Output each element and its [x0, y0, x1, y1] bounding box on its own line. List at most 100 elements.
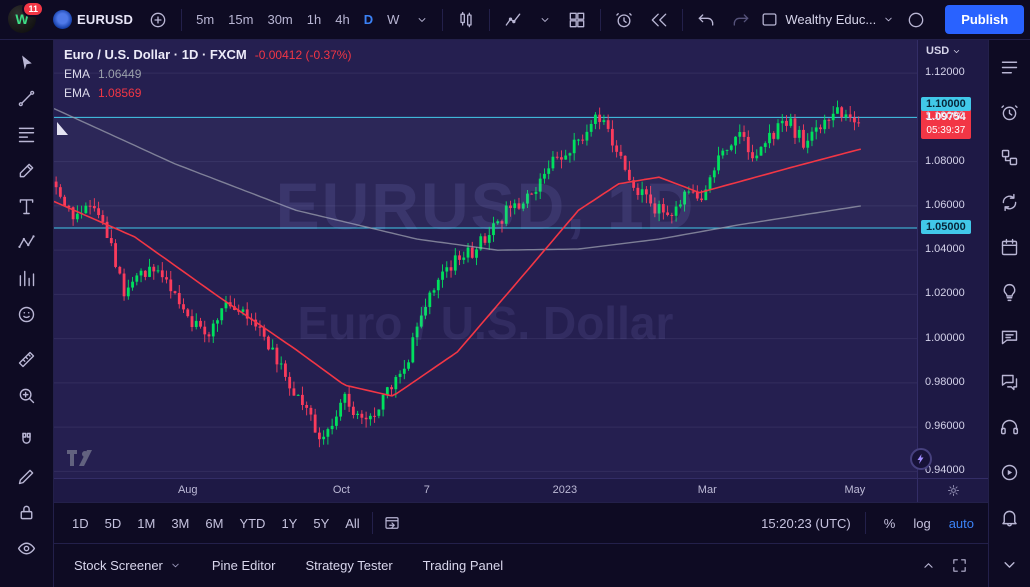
percent-scale-button[interactable]: % — [883, 515, 896, 531]
timeframe-D[interactable]: D — [363, 12, 374, 27]
streams-icon[interactable] — [995, 457, 1025, 487]
range-1y[interactable]: 1Y — [281, 515, 298, 531]
eye-icon[interactable] — [10, 532, 44, 564]
indicators-menu-button[interactable] — [532, 9, 558, 31]
indicator-row[interactable]: EMA 1.06449 — [64, 67, 351, 81]
timeframe-4h[interactable]: 4h — [335, 12, 350, 27]
fib-retracement-icon[interactable] — [10, 118, 44, 150]
time-axis[interactable]: Aug Oct 7 2023 Mar May — [54, 478, 917, 502]
tab-strategy-tester[interactable]: Strategy Tester — [305, 558, 392, 573]
time-axis-label: 7 — [423, 484, 430, 496]
trend-line-icon[interactable] — [10, 82, 44, 114]
lightning-trade-button[interactable] — [910, 448, 932, 470]
xabcd-pattern-icon[interactable] — [10, 226, 44, 258]
time-axis-label: Mar — [697, 484, 717, 496]
undo-button[interactable] — [690, 6, 722, 34]
price-axis[interactable]: USD 1.09754 05:39:37 1.12000 1.10000 1.080… — [917, 40, 988, 478]
top-toolbar: W 11 EURUSD 5m 15m 30m 1h 4h D W — [0, 0, 1030, 40]
cursor-icon[interactable] — [10, 46, 44, 78]
alert-clock-icon[interactable] — [995, 97, 1025, 127]
candlestick-chart[interactable] — [54, 40, 917, 478]
bar-replay-button[interactable] — [643, 6, 675, 34]
plus-circle-icon — [150, 12, 166, 27]
chevron-down-icon — [541, 17, 549, 22]
chart-plot[interactable] — [54, 40, 917, 478]
chart-legend[interactable]: Euro / U.S. Dollar · 1D · FXCM -0.00412 … — [64, 47, 351, 100]
tradingview-logo[interactable] — [66, 448, 96, 468]
currency-selector[interactable]: USD — [926, 45, 962, 57]
tab-trading-panel[interactable]: Trading Panel — [423, 558, 503, 573]
timeframe-5m[interactable]: 5m — [196, 12, 215, 27]
main-row: EURUSD, 1D Euro / U.S. Dollar Euro / U.S… — [0, 40, 1030, 587]
ruler-icon[interactable] — [10, 343, 44, 375]
price-tick: 1.06000 — [925, 198, 965, 211]
emoji-icon[interactable] — [10, 298, 44, 330]
economic-calendar-icon[interactable] — [995, 232, 1025, 262]
time-axis-label: 2023 — [552, 484, 578, 496]
price-tick: 1.08000 — [925, 154, 965, 167]
chat-icon[interactable] — [995, 367, 1025, 397]
zoom-icon[interactable] — [10, 379, 44, 411]
tab-label: Stock Screener — [74, 558, 163, 573]
range-all[interactable]: All — [345, 515, 360, 531]
tab-pine-editor[interactable]: Pine Editor — [212, 558, 276, 573]
maximize-icon — [953, 559, 966, 572]
currency-label: USD — [926, 45, 950, 57]
watchlist-icon[interactable] — [995, 52, 1025, 82]
tab-stock-screener[interactable]: Stock Screener — [74, 558, 182, 573]
draw-icon[interactable] — [10, 460, 44, 492]
maximize-panel-button[interactable] — [951, 557, 968, 574]
help-icon[interactable] — [995, 412, 1025, 442]
compare-add-button[interactable] — [142, 6, 174, 34]
auto-scale-button[interactable]: auto — [948, 515, 974, 531]
notifications-icon[interactable] — [995, 502, 1025, 532]
create-alert-button[interactable] — [608, 6, 640, 34]
text-icon[interactable] — [10, 190, 44, 222]
timeframe-W[interactable]: W — [387, 12, 400, 27]
range-5d[interactable]: 5D — [104, 515, 122, 531]
bar-replay-icon[interactable] — [995, 187, 1025, 217]
range-1d[interactable]: 1D — [72, 515, 89, 531]
indicator-row[interactable]: EMA 1.08569 — [64, 86, 351, 100]
minds-icon[interactable] — [995, 322, 1025, 352]
layout-icon — [762, 13, 777, 26]
undo-icon — [699, 13, 714, 26]
range-ytd[interactable]: YTD — [239, 515, 266, 531]
cloud-status-icon[interactable] — [900, 6, 932, 34]
axis-settings-button[interactable] — [917, 478, 988, 502]
object-tree-icon[interactable] — [995, 142, 1025, 172]
brush-icon[interactable] — [10, 154, 44, 186]
timeframe-30m[interactable]: 30m — [267, 12, 293, 27]
symbol-search-button[interactable]: EURUSD — [47, 6, 139, 33]
redo-button[interactable] — [725, 6, 757, 34]
chart-type-button[interactable] — [450, 6, 482, 34]
lock-icon[interactable] — [10, 496, 44, 528]
price-tick: 1.00000 — [925, 331, 965, 344]
timeframe-menu-button[interactable] — [409, 9, 435, 31]
separator — [371, 512, 373, 534]
go-to-date-button[interactable] — [377, 512, 407, 534]
timeframe-15m[interactable]: 15m — [228, 12, 254, 27]
range-6m[interactable]: 6M — [205, 515, 224, 531]
indicators-button[interactable] — [497, 6, 529, 34]
forecast-icon[interactable] — [10, 262, 44, 294]
range-3m[interactable]: 3M — [171, 515, 190, 531]
chevron-up-icon — [924, 563, 933, 568]
timeframe-1h[interactable]: 1h — [306, 12, 322, 27]
collapse-panel-button[interactable] — [920, 557, 937, 574]
collapse-icon[interactable] — [995, 549, 1025, 579]
range-1m[interactable]: 1M — [137, 515, 156, 531]
app-logo[interactable]: W 11 — [8, 0, 44, 35]
log-scale-button[interactable]: log — [913, 515, 931, 531]
layout-manager-button[interactable]: Wealthy Educ... — [760, 10, 895, 29]
timeframe-group: 5m 15m 30m 1h 4h D W — [189, 8, 406, 31]
magnet-icon[interactable] — [10, 424, 44, 456]
range-5y[interactable]: 5Y — [313, 515, 330, 531]
ideas-icon[interactable] — [995, 277, 1025, 307]
publish-button[interactable]: Publish — [945, 5, 1025, 34]
tab-label: Trading Panel — [422, 558, 504, 573]
tab-label: Strategy Tester — [305, 558, 393, 573]
multichart-layout-button[interactable] — [561, 6, 593, 34]
timezone-clock[interactable]: 15:20:23 (UTC) — [761, 515, 851, 531]
chevron-down-icon — [885, 17, 892, 22]
